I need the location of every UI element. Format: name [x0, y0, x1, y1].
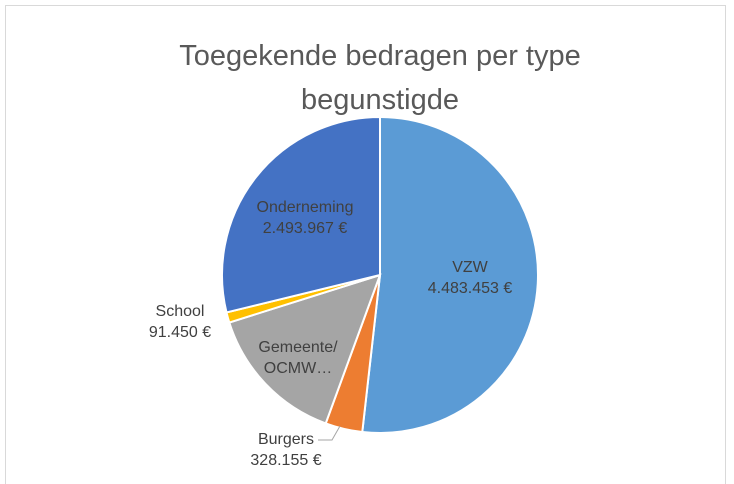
category-label: Gemeente/OCMW…: [258, 339, 338, 377]
category-label: VZW: [452, 259, 488, 276]
category-label: Burgers: [257, 431, 315, 448]
data-label: VZW 4.483.453 €: [410, 257, 530, 299]
leader-line: [318, 425, 341, 441]
value-label: 4.483.453 €: [427, 280, 513, 297]
pie-slice: [361, 115, 539, 434]
pie-slice: [221, 115, 381, 314]
value-label: 2.493.967 €: [262, 220, 348, 237]
value-label: 91.450 €: [148, 324, 212, 341]
chart-frame: [5, 5, 726, 484]
data-label: Gemeente/OCMW…: [258, 337, 338, 379]
chart-title: Toegekende bedragen per type begunstigde: [179, 40, 581, 116]
category-label: School: [155, 303, 205, 320]
data-label: Burgers 328.155 €: [226, 429, 346, 471]
category-label: Onderneming: [256, 199, 354, 216]
value-label: 328.155 €: [250, 452, 322, 469]
data-label: Onderneming 2.493.967 €: [253, 197, 357, 239]
pie-slice: [228, 273, 382, 425]
data-label: School 91.450 €: [120, 301, 240, 343]
